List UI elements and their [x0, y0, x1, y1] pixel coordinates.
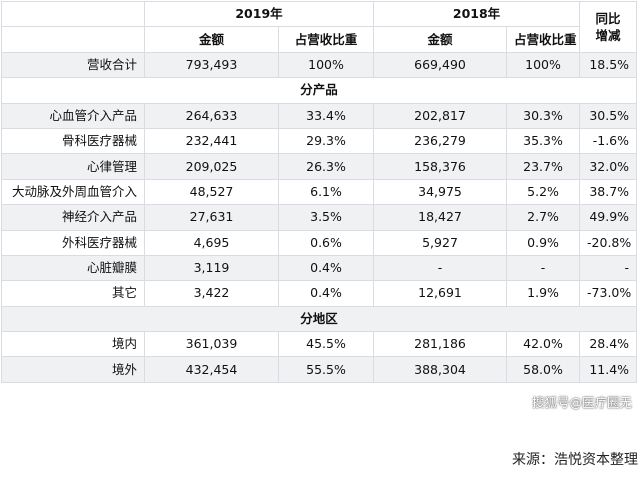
amount-2018: 5,927: [373, 229, 508, 256]
share-2019: 33.4%: [277, 102, 375, 129]
header-row-years: 2019年 2018年 同比 增减: [1, 0, 638, 53]
revenue-table-container: 2019年 2018年 同比 增减 金额 占营收比重 金额 占营收比重 营收合计…: [0, 0, 638, 411]
row-label: 心血管介入产品: [1, 102, 145, 129]
share-2018: 1.9%: [506, 280, 581, 307]
row-label: 境内: [1, 331, 145, 358]
source-note: 来源：浩悦资本整理: [512, 452, 638, 468]
row-label: 境外: [1, 356, 145, 383]
header-growth-line2: 增减: [595, 27, 621, 43]
amount-2018: 281,186: [373, 331, 508, 358]
share-2018: -: [506, 254, 581, 282]
share-2019: 55.5%: [277, 356, 375, 383]
amount-2018: 158,376: [373, 153, 508, 180]
amount-2019: 209,025: [144, 153, 279, 180]
table-row: 心脏瓣膜 3,119 0.4% - - -: [1, 254, 638, 282]
table-row: 大动脉及外周血管介入 48,527 6.1% 34,975 5.2% 38.7%: [1, 178, 638, 206]
table-row: 神经介入产品 27,631 3.5% 18,427 2.7% 49.9%: [1, 204, 638, 231]
growth: 18.5%: [579, 51, 638, 79]
growth: 49.9%: [579, 204, 638, 231]
amount-2018: 34,975: [373, 178, 508, 206]
header-share-2018: 占营收比重: [506, 26, 581, 53]
share-2018: 100%: [506, 51, 581, 79]
share-2018: 30.3%: [506, 102, 581, 129]
share-2019: 29.3%: [277, 127, 375, 155]
amount-2019: 361,039: [144, 331, 279, 358]
section-title-product: 分产品: [0, 77, 638, 104]
amount-2018: 236,279: [373, 127, 508, 155]
amount-2019: 3,422: [144, 280, 279, 307]
share-2018: 35.3%: [506, 127, 581, 155]
table-row: 心律管理 209,025 26.3% 158,376 23.7% 32.0%: [1, 153, 638, 180]
header-amount-2019: 金额: [144, 26, 279, 53]
header-growth: 同比 增减: [579, 1, 638, 53]
revenue-table: 2019年 2018年 同比 增减 金额 占营收比重 金额 占营收比重 营收合计…: [0, 0, 638, 383]
share-2019: 26.3%: [277, 153, 375, 180]
share-2019: 6.1%: [277, 178, 375, 206]
header-year-2019: 2019年: [143, 0, 375, 28]
table-row: 境内 361,039 45.5% 281,186 42.0% 28.4%: [1, 331, 638, 358]
amount-2019: 48,527: [144, 178, 279, 206]
share-2018: 0.9%: [506, 229, 581, 256]
growth: -73.0%: [579, 280, 638, 307]
amount-2019: 432,454: [144, 356, 279, 383]
section-row-region: 分地区: [0, 305, 638, 333]
share-2018: 58.0%: [506, 356, 581, 383]
table-row: 骨科医疗器械 232,441 29.3% 236,279 35.3% -1.6%: [1, 127, 638, 155]
header-empty-cell: [1, 26, 145, 53]
share-2018: 5.2%: [506, 178, 581, 206]
header-empty-cell: [1, 0, 145, 28]
section-row-product: 分产品: [0, 77, 638, 104]
growth: 30.5%: [579, 102, 638, 129]
growth: -: [579, 254, 638, 282]
header-year-2018: 2018年: [373, 0, 581, 28]
share-2018: 2.7%: [506, 204, 581, 231]
watermark-text: 搜狐号@医疗圈无: [531, 395, 632, 410]
amount-2018: 12,691: [373, 280, 508, 307]
share-2018: 23.7%: [506, 153, 581, 180]
amount-2018: 669,490: [373, 51, 508, 79]
amount-2018: 18,427: [373, 204, 508, 231]
table-row: 境外 432,454 55.5% 388,304 58.0% 11.4%: [1, 356, 638, 383]
table-row: 心血管介入产品 264,633 33.4% 202,817 30.3% 30.5…: [1, 102, 638, 129]
row-label: 骨科医疗器械: [1, 127, 145, 155]
row-label: 外科医疗器械: [1, 229, 145, 256]
amount-2018: 202,817: [373, 102, 508, 129]
growth: 32.0%: [579, 153, 638, 180]
header-share-2019: 占营收比重: [277, 26, 375, 53]
row-label: 心律管理: [1, 153, 145, 180]
header-amount-2018: 金额: [373, 26, 508, 53]
share-2019: 0.6%: [277, 229, 375, 256]
growth: 38.7%: [579, 178, 638, 206]
amount-2019: 27,631: [144, 204, 279, 231]
share-2018: 42.0%: [506, 331, 581, 358]
section-title-region: 分地区: [0, 305, 638, 333]
amount-2018: 388,304: [373, 356, 508, 383]
total-row: 营收合计 793,493 100% 669,490 100% 18.5%: [1, 51, 638, 79]
amount-2018: -: [373, 254, 508, 282]
row-label: 神经介入产品: [1, 204, 145, 231]
share-2019: 45.5%: [277, 331, 375, 358]
amount-2019: 3,119: [144, 254, 279, 282]
amount-2019: 264,633: [144, 102, 279, 129]
table-row: 外科医疗器械 4,695 0.6% 5,927 0.9% -20.8%: [1, 229, 638, 256]
row-label: 其它: [1, 280, 145, 307]
growth: 28.4%: [579, 331, 638, 358]
share-2019: 0.4%: [277, 254, 375, 282]
growth: -1.6%: [579, 127, 638, 155]
table-row: 其它 3,422 0.4% 12,691 1.9% -73.0%: [1, 280, 638, 307]
amount-2019: 793,493: [144, 51, 279, 79]
growth: -20.8%: [579, 229, 638, 256]
amount-2019: 232,441: [144, 127, 279, 155]
share-2019: 0.4%: [277, 280, 375, 307]
row-label: 大动脉及外周血管介入: [1, 178, 145, 206]
header-row-columns: 金额 占营收比重 金额 占营收比重: [1, 26, 637, 53]
growth: 11.4%: [579, 356, 638, 383]
share-2019: 100%: [277, 51, 375, 79]
header-growth-line1: 同比: [595, 10, 621, 26]
row-label: 营收合计: [1, 51, 145, 79]
amount-2019: 4,695: [144, 229, 279, 256]
row-label: 心脏瓣膜: [1, 254, 145, 282]
share-2019: 3.5%: [277, 204, 375, 231]
